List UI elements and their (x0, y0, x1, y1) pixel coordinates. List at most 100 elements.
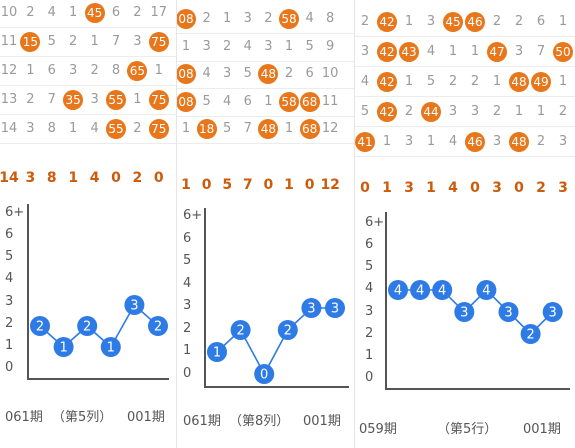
panel-divider (176, 0, 177, 448)
grid-number: 1 (448, 44, 458, 59)
grid-number: 11 (0, 34, 18, 49)
grid-number: 1 (181, 121, 191, 136)
y-tick-label: 0 (365, 370, 374, 385)
highlighted-number-ball: 46 (465, 12, 485, 32)
grid-number: 10 (0, 5, 18, 20)
grid-number: 4 (202, 66, 211, 81)
series-line (216, 307, 335, 376)
grid-number: 11 (321, 93, 339, 109)
grid-number: 4 (47, 5, 56, 20)
row-divider (355, 66, 575, 67)
data-point: 3 (498, 302, 519, 322)
grid-number: 2 (133, 5, 142, 20)
panel-1: 10 2 4 1 45 6 2 17 11 15 5 2 1 7 3 75 12 1 6 3 2 8 65 1 13 2 7 35 3 5… (0, 0, 176, 448)
data-point-marker (77, 316, 98, 336)
row-divider (355, 156, 575, 157)
grid-number: 2 (536, 134, 546, 149)
data-point: 4 (388, 280, 408, 300)
grid-number: 3 (133, 34, 142, 49)
panel-3: 2 42 1 3 45 46 2 2 6 1 3 42 43 4 1 1 47 3 7 50 4 42 1 5 2 2 1 48 49 1… (355, 0, 575, 448)
grid-number: 3 (223, 66, 232, 81)
data-label: 3 (307, 302, 315, 317)
grid-number: 2 (492, 14, 502, 29)
y-tick-label: 5 (183, 253, 192, 269)
data-point: 2 (30, 316, 50, 336)
data-label: 2 (154, 320, 162, 335)
grid-number: 3 (404, 134, 414, 149)
highlighted-number-ball: 44 (421, 102, 441, 122)
grid-number: 2 (26, 92, 35, 107)
y-tick-label: 6+ (5, 205, 25, 220)
highlighted-number-ball: 08 (177, 9, 196, 29)
data-label: 3 (130, 299, 138, 314)
grid-number: 5 (426, 74, 436, 89)
highlighted-number-ball: 58 (279, 91, 299, 112)
grid-number: 4 (223, 93, 232, 109)
row-divider (355, 96, 575, 97)
grid-number: 2 (514, 14, 524, 29)
caption-start-period: 061期 (5, 410, 43, 425)
grid-number: 6 (47, 63, 56, 78)
grid-number: 3 (243, 11, 252, 26)
panel-2: 08 2 1 3 2 58 4 8 1 3 2 4 3 1 5 9 08 4 3 5 48 2 6 10 08 5 4 6 1 58 68 1… (177, 0, 354, 448)
grid-number: 3 (202, 38, 211, 54)
summary-value: 12 (320, 177, 340, 193)
data-point: 2 (77, 316, 98, 336)
y-tick-label: 2 (183, 320, 192, 336)
data-label: 3 (549, 306, 557, 321)
highlighted-number-ball: 42 (377, 72, 397, 92)
grid-number: 7 (536, 44, 546, 59)
data-label: 1 (107, 341, 115, 356)
grid-number: 4 (90, 121, 99, 136)
grid-number: 3 (90, 92, 99, 107)
data-point: 2 (520, 324, 541, 344)
highlighted-number-ball: 65 (127, 61, 148, 81)
data-point: 3 (542, 302, 563, 322)
caption-series: （第5行） (437, 422, 498, 437)
grid-number: 5 (305, 38, 314, 54)
data-point-marker (410, 280, 431, 300)
data-label: 1 (213, 346, 221, 361)
row-divider (355, 36, 575, 37)
caption-start-period: 059期 (359, 422, 397, 437)
y-tick-label: 2 (365, 325, 374, 341)
grid-number: 3 (470, 104, 480, 119)
summary-value: 3 (558, 180, 568, 196)
grid-number: 2 (470, 74, 480, 89)
caption-series: （第5列） (52, 410, 113, 425)
data-point-marker (230, 320, 251, 340)
highlighted-number-ball: 43 (399, 42, 419, 62)
grid-number: 8 (47, 121, 56, 136)
grid-number: 1 (536, 104, 546, 119)
data-point: 2 (148, 316, 168, 336)
highlighted-number-ball: 75 (148, 90, 169, 110)
grid-number: 5 (223, 121, 232, 136)
grid-number: 1 (181, 38, 191, 54)
highlighted-number-ball: 68 (299, 119, 320, 139)
data-point-marker (454, 302, 475, 322)
data-label: 2 (83, 320, 91, 335)
y-tick-label: 4 (5, 271, 14, 287)
y-tick-label: 0 (5, 360, 14, 375)
grid-number: 1 (154, 63, 163, 78)
highlighted-number-ball: 55 (106, 119, 126, 139)
row-divider (0, 143, 176, 144)
row-divider (0, 27, 176, 28)
row-divider (177, 115, 354, 117)
grid-number: 4 (243, 38, 252, 54)
summary-value: 7 (242, 177, 253, 193)
row-divider (0, 85, 176, 86)
grid-number: 1 (404, 14, 414, 29)
grid-number: 1 (284, 121, 294, 136)
y-tick-label: 6 (365, 237, 374, 253)
data-point: 0 (254, 364, 275, 384)
highlighted-number-ball: 08 (177, 91, 196, 112)
data-point: 1 (100, 337, 121, 357)
data-label: 4 (438, 284, 446, 299)
highlighted-number-ball: 35 (63, 90, 84, 110)
data-point-marker (432, 280, 453, 300)
caption-start-period: 061期 (183, 414, 221, 429)
grid-number: 17 (150, 5, 168, 20)
row-divider (0, 114, 176, 115)
